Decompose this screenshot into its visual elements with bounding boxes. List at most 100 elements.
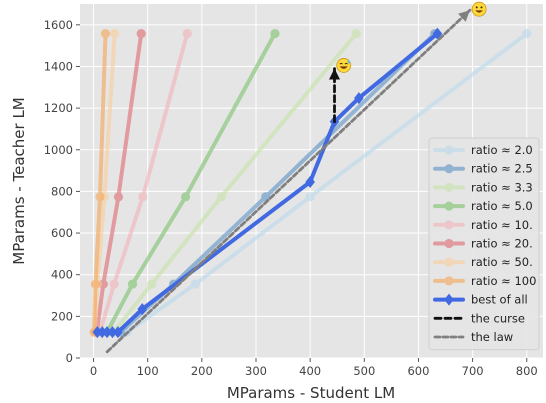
smile-emoji	[471, 1, 487, 17]
legend-swatch-ratio-approx-10	[433, 220, 465, 230]
x-tick-label: 0	[90, 364, 97, 378]
legend-marker-ratio-approx-20	[444, 238, 454, 249]
y-tick-label: 0	[66, 351, 73, 365]
data-point-best-of-all	[113, 326, 123, 339]
legend-label-ratio-approx-50: ratio ≈ 50.	[471, 255, 533, 269]
legend-swatch-ratio-approx-50	[433, 257, 465, 267]
legend-box	[428, 137, 540, 351]
legend-label-the-curse: the curse	[471, 311, 525, 325]
emoji-sweat-drop	[347, 59, 350, 64]
data-point-best-of-all	[102, 326, 112, 339]
data-point-ratio-approx-10	[182, 28, 192, 39]
y-tick-label: 400	[51, 268, 73, 282]
data-point-ratio-approx-2-0	[190, 279, 200, 289]
annotations	[336, 1, 487, 73]
emoji-face	[471, 1, 487, 17]
legend-marker-best-of-all	[444, 293, 454, 306]
data-point-ratio-approx-3-3	[146, 279, 157, 289]
data-point-ratio-approx-5-0	[270, 28, 280, 39]
legend-marker-ratio-approx-100	[444, 276, 454, 286]
legend-marker-ratio-approx-3-3	[444, 182, 454, 192]
y-tick-label: 800	[51, 184, 73, 198]
legend-label-ratio-approx-10: ratio ≈ 10.	[471, 218, 533, 232]
series-line-the-law	[105, 8, 472, 354]
legend: ratio ≈ 2.0 ratio ≈ 2.5 ratio ≈ 3.3 ratio ≈…	[428, 137, 540, 351]
emoji-eye	[480, 6, 483, 9]
x-tick-label: 300	[245, 364, 267, 378]
y-tick-label: 1200	[44, 101, 73, 115]
data-point-best-of-all	[137, 303, 148, 316]
series-line-ratio-approx-2-5	[118, 31, 437, 335]
legend-marker-ratio-approx-10	[444, 220, 454, 230]
data-point-best-of-all	[305, 176, 315, 189]
legend-marker-ratio-approx-2-5	[444, 164, 454, 174]
data-point-ratio-approx-100	[90, 279, 101, 289]
x-tick-label: 200	[191, 364, 213, 378]
data-point-ratio-approx-20	[113, 192, 124, 202]
y-tick-label: 1400	[44, 59, 73, 73]
y-tick-label: 1600	[44, 18, 73, 32]
y-ticks: 0 200 400 600 800 1000 1200 1400 1600	[44, 18, 80, 365]
y-tick-label: 600	[51, 226, 73, 240]
series-the-law	[105, 8, 472, 354]
series-line-ratio-approx-3-3	[111, 31, 359, 335]
x-tick-label: 500	[353, 364, 375, 378]
emoji-eye	[475, 6, 478, 9]
data-point-ratio-approx-3-3	[351, 28, 361, 39]
legend-swatch-ratio-approx-2-5	[433, 164, 465, 174]
data-point-ratio-approx-100	[100, 28, 111, 39]
legend-swatch-ratio-approx-3-3	[433, 182, 465, 192]
data-point-best-of-all	[432, 27, 443, 40]
legend-label-ratio-approx-2-5: ratio ≈ 2.5	[471, 162, 533, 176]
y-tick-label: 200	[51, 309, 73, 323]
emoji-eye	[344, 62, 348, 65]
legend-swatch-best-of-all	[433, 293, 465, 306]
data-point-ratio-approx-20	[136, 28, 146, 39]
data-point-best-of-all	[107, 326, 118, 339]
data-point-ratio-approx-50	[110, 28, 120, 39]
data-point-best-of-all	[92, 326, 103, 339]
legend-marker-ratio-approx-5-0	[444, 201, 454, 211]
data-point-ratio-approx-2-0	[305, 192, 315, 202]
series-ratio-approx-100	[89, 28, 111, 337]
x-tick-label: 400	[299, 364, 321, 378]
y-axis-label: MParams - Teacher LM	[10, 97, 28, 265]
data-point-ratio-approx-3-3	[216, 192, 226, 202]
emoji-mouth	[475, 10, 483, 13]
x-tick-label: 100	[137, 364, 159, 378]
legend-label-ratio-approx-2-0: ratio ≈ 2.0	[471, 143, 533, 157]
series-line-ratio-approx-10	[98, 31, 190, 335]
emoji-face	[336, 58, 352, 73]
data-point-ratio-approx-2-0	[522, 28, 532, 39]
legend-swatch-ratio-approx-2-0	[433, 145, 465, 155]
sweat-smile-emoji	[336, 58, 352, 73]
y-tick-label: 1000	[44, 143, 73, 157]
legend-label-best-of-all: best of all	[471, 293, 528, 307]
x-tick-label: 600	[407, 364, 429, 378]
data-point-ratio-approx-5-0	[180, 192, 191, 202]
legend-marker-ratio-approx-2-0	[444, 145, 454, 155]
legend-label-ratio-approx-5-0: ratio ≈ 5.0	[471, 199, 533, 213]
legend-label-ratio-approx-100: ratio ≈ 100	[471, 274, 536, 288]
series-line-ratio-approx-2-0	[125, 31, 529, 335]
emoji-mouth	[339, 66, 348, 69]
arrow-head-the-curse	[329, 68, 341, 80]
legend-swatch-ratio-approx-20	[433, 238, 465, 249]
x-ticks: 0 100 200 300 400 500 600 700 800	[90, 358, 538, 378]
legend-swatch-ratio-approx-5-0	[433, 201, 465, 211]
data-point-ratio-approx-10	[109, 279, 119, 289]
data-point-best-of-all	[354, 92, 364, 105]
data-point-ratio-approx-5-0	[127, 279, 138, 289]
x-tick-label: 700	[462, 364, 484, 378]
data-point-ratio-approx-10	[138, 192, 148, 202]
x-tick-label: 800	[516, 364, 538, 378]
series-line-ratio-approx-100	[92, 31, 108, 335]
series-line-ratio-approx-5-0	[105, 31, 277, 335]
series-best-of-all	[92, 27, 443, 339]
x-axis-label: MParams - Student LM	[227, 384, 395, 402]
emoji-eye	[339, 62, 343, 65]
arrow-head-the-law	[458, 10, 470, 22]
legend-label-ratio-approx-3-3: ratio ≈ 3.3	[471, 180, 533, 194]
data-point-ratio-approx-100	[95, 192, 105, 202]
